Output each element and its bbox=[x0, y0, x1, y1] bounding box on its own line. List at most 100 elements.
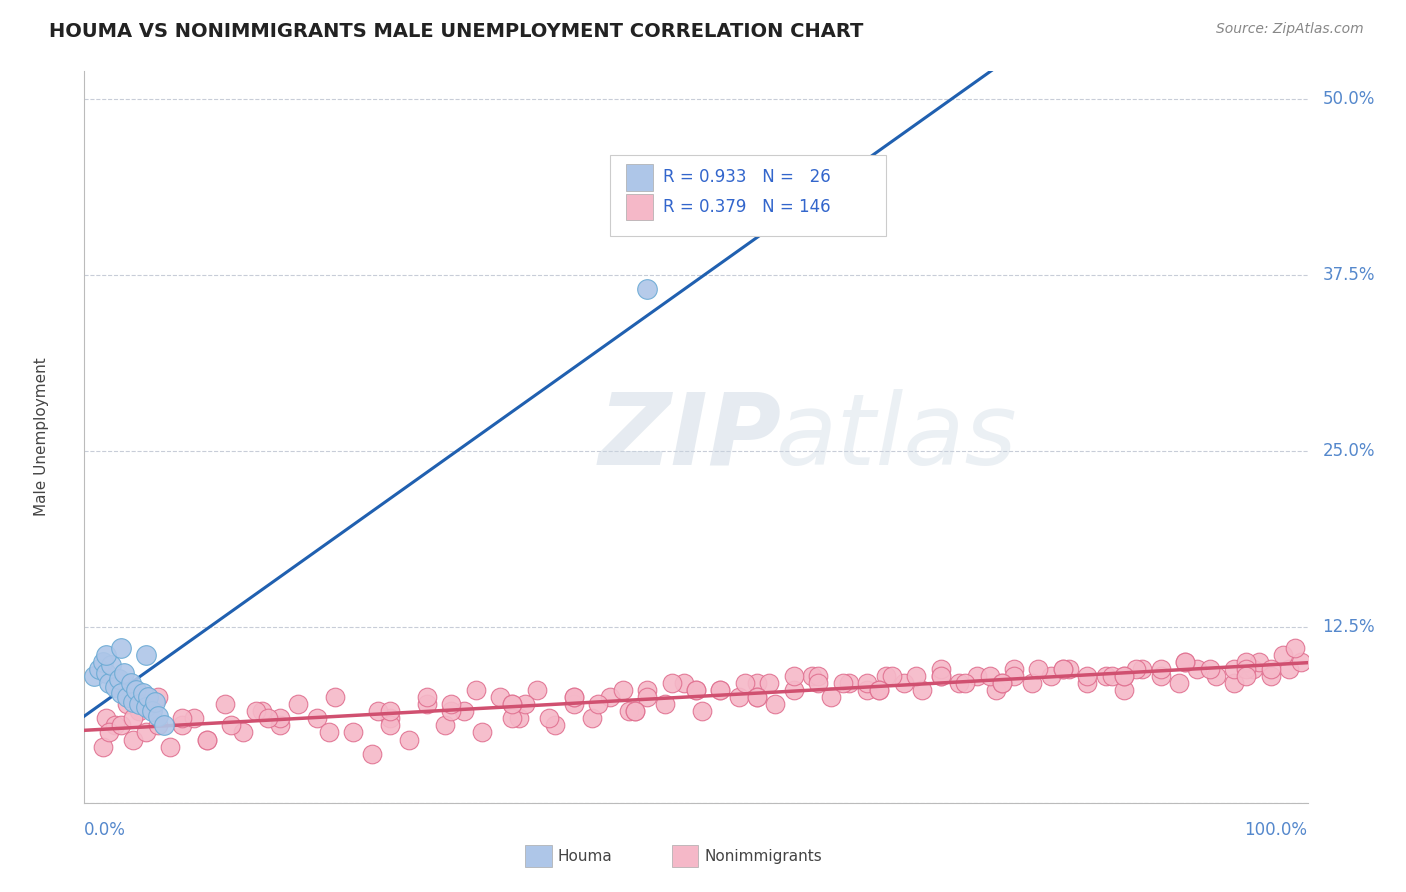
Point bbox=[183, 711, 205, 725]
Point bbox=[257, 711, 280, 725]
Text: Houma: Houma bbox=[558, 848, 613, 863]
Point bbox=[398, 732, 420, 747]
Point bbox=[232, 725, 254, 739]
Point bbox=[820, 690, 842, 705]
FancyBboxPatch shape bbox=[626, 194, 654, 219]
Point bbox=[112, 666, 135, 681]
Point bbox=[1236, 655, 1258, 669]
Text: 0.0%: 0.0% bbox=[84, 821, 127, 839]
Point bbox=[783, 669, 806, 683]
Point bbox=[1174, 655, 1197, 669]
Point bbox=[727, 690, 749, 705]
Point bbox=[562, 690, 585, 705]
Point bbox=[672, 676, 695, 690]
Point bbox=[172, 711, 194, 725]
Point bbox=[115, 690, 138, 705]
Point bbox=[1002, 669, 1025, 683]
Point bbox=[1076, 676, 1098, 690]
Point bbox=[1002, 662, 1025, 676]
Point bbox=[96, 666, 118, 681]
Point bbox=[141, 705, 163, 719]
Point bbox=[801, 669, 824, 683]
Point bbox=[97, 725, 120, 739]
Point bbox=[1150, 669, 1173, 683]
Point bbox=[128, 705, 150, 719]
Point bbox=[758, 676, 780, 690]
Point bbox=[489, 690, 512, 705]
Point bbox=[953, 676, 976, 690]
Point bbox=[1260, 662, 1282, 676]
Text: atlas: atlas bbox=[776, 389, 1017, 485]
Point bbox=[97, 676, 120, 690]
Point bbox=[219, 718, 242, 732]
Text: Nonimmigrants: Nonimmigrants bbox=[704, 848, 823, 863]
Point bbox=[269, 711, 291, 725]
Point bbox=[807, 669, 830, 683]
Text: ZIP: ZIP bbox=[598, 389, 782, 485]
Point bbox=[562, 690, 585, 705]
Point bbox=[502, 698, 524, 712]
Point bbox=[654, 698, 676, 712]
Point bbox=[856, 676, 879, 690]
Point bbox=[1223, 662, 1246, 676]
Point bbox=[991, 676, 1014, 690]
Point bbox=[287, 698, 309, 712]
Point bbox=[1076, 669, 1098, 683]
Point bbox=[110, 641, 132, 656]
Point bbox=[380, 711, 402, 725]
Point bbox=[508, 711, 530, 725]
Point bbox=[838, 676, 860, 690]
Point bbox=[1236, 669, 1258, 683]
Point bbox=[120, 676, 142, 690]
Point bbox=[636, 690, 658, 705]
Point bbox=[765, 698, 787, 712]
Point bbox=[453, 705, 475, 719]
Point bbox=[1278, 662, 1301, 676]
Point bbox=[122, 694, 145, 708]
Point bbox=[502, 711, 524, 725]
Point bbox=[538, 711, 561, 725]
Point bbox=[172, 718, 194, 732]
Point bbox=[136, 690, 159, 705]
Point bbox=[110, 718, 132, 732]
Point bbox=[929, 669, 952, 683]
Point bbox=[747, 690, 769, 705]
Point bbox=[305, 711, 328, 725]
Text: 37.5%: 37.5% bbox=[1322, 267, 1375, 285]
Text: R = 0.379   N = 146: R = 0.379 N = 146 bbox=[664, 198, 831, 216]
Point bbox=[464, 683, 486, 698]
Point bbox=[323, 690, 346, 705]
Point bbox=[1114, 669, 1136, 683]
Point bbox=[367, 705, 389, 719]
Point bbox=[617, 705, 640, 719]
Point bbox=[91, 739, 114, 754]
Point bbox=[1198, 662, 1220, 676]
FancyBboxPatch shape bbox=[626, 164, 654, 191]
Point bbox=[875, 669, 897, 683]
Point bbox=[1284, 641, 1306, 656]
Point bbox=[1174, 655, 1197, 669]
Point bbox=[869, 683, 891, 698]
Point bbox=[624, 705, 647, 719]
Point bbox=[245, 705, 267, 719]
Point bbox=[107, 672, 129, 686]
Point bbox=[966, 669, 988, 683]
Text: 100.0%: 100.0% bbox=[1244, 821, 1308, 839]
Point bbox=[783, 683, 806, 698]
Point bbox=[342, 725, 364, 739]
Point bbox=[734, 676, 756, 690]
Point bbox=[195, 732, 218, 747]
Point bbox=[143, 694, 166, 708]
Point bbox=[1052, 662, 1074, 676]
Point bbox=[1236, 662, 1258, 676]
Point bbox=[471, 725, 494, 739]
Point bbox=[214, 698, 236, 712]
FancyBboxPatch shape bbox=[610, 155, 886, 235]
Point bbox=[1114, 669, 1136, 683]
Point bbox=[159, 739, 181, 754]
Point bbox=[1205, 669, 1227, 683]
Point bbox=[269, 718, 291, 732]
Point bbox=[685, 683, 707, 698]
Point bbox=[440, 705, 463, 719]
Text: Male Unemployment: Male Unemployment bbox=[34, 358, 49, 516]
